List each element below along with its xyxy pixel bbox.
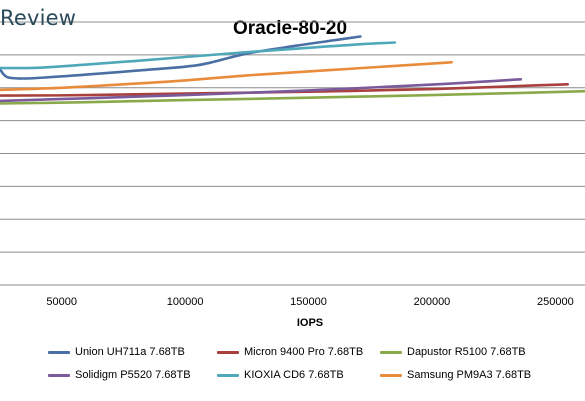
legend-swatch	[217, 373, 239, 377]
x-axis-label: IOPS	[297, 317, 323, 329]
legend-label: KIOXIA CD6 7.68TB	[244, 369, 344, 381]
legend-swatch	[380, 350, 402, 354]
legend-item: Union UH711a 7.68TB	[48, 346, 185, 358]
legend-label: Solidigm P5520 7.68TB	[75, 369, 191, 381]
legend-swatch	[48, 350, 70, 354]
legend-item: Dapustor R5100 7.68TB	[380, 346, 526, 358]
x-tick-label: 100000	[167, 296, 204, 308]
legend-swatch	[48, 373, 70, 377]
legend-swatch	[380, 373, 402, 377]
x-tick-label: 200000	[414, 296, 451, 308]
x-tick-label: 250000	[537, 296, 574, 308]
legend-label: Union UH711a 7.68TB	[75, 346, 185, 358]
x-tick-label: 50000	[46, 296, 77, 308]
legend: Union UH711a 7.68TB Micron 9400 Pro 7.68T…	[0, 346, 585, 394]
x-tick-label: 150000	[290, 296, 327, 308]
series-line-3	[0, 89, 585, 105]
series-line-5	[0, 41, 397, 70]
brand-wordmark: Review	[0, 6, 77, 30]
legend-item: Micron 9400 Pro 7.68TB	[217, 346, 363, 358]
legend-label: Micron 9400 Pro 7.68TB	[244, 346, 364, 358]
series-line-4	[0, 78, 523, 103]
legend-item: Samsung PM9A3 7.68TB	[380, 369, 531, 381]
legend-label: Samsung PM9A3 7.68TB	[407, 369, 532, 381]
legend-item: Solidigm P5520 7.68TB	[48, 369, 191, 381]
series-lines	[0, 35, 585, 105]
legend-swatch	[217, 350, 239, 354]
legend-item: KIOXIA CD6 7.68TB	[217, 369, 344, 381]
series-line-1	[0, 35, 362, 80]
x-axis-ticks: 50000 100000 150000 200000 250000	[46, 296, 573, 308]
chart-title: Oracle-80-20	[233, 18, 347, 39]
legend-label: Dapustor R5100 7.68TB	[407, 346, 526, 358]
gridlines	[0, 21, 585, 253]
series-line-6	[0, 60, 453, 92]
